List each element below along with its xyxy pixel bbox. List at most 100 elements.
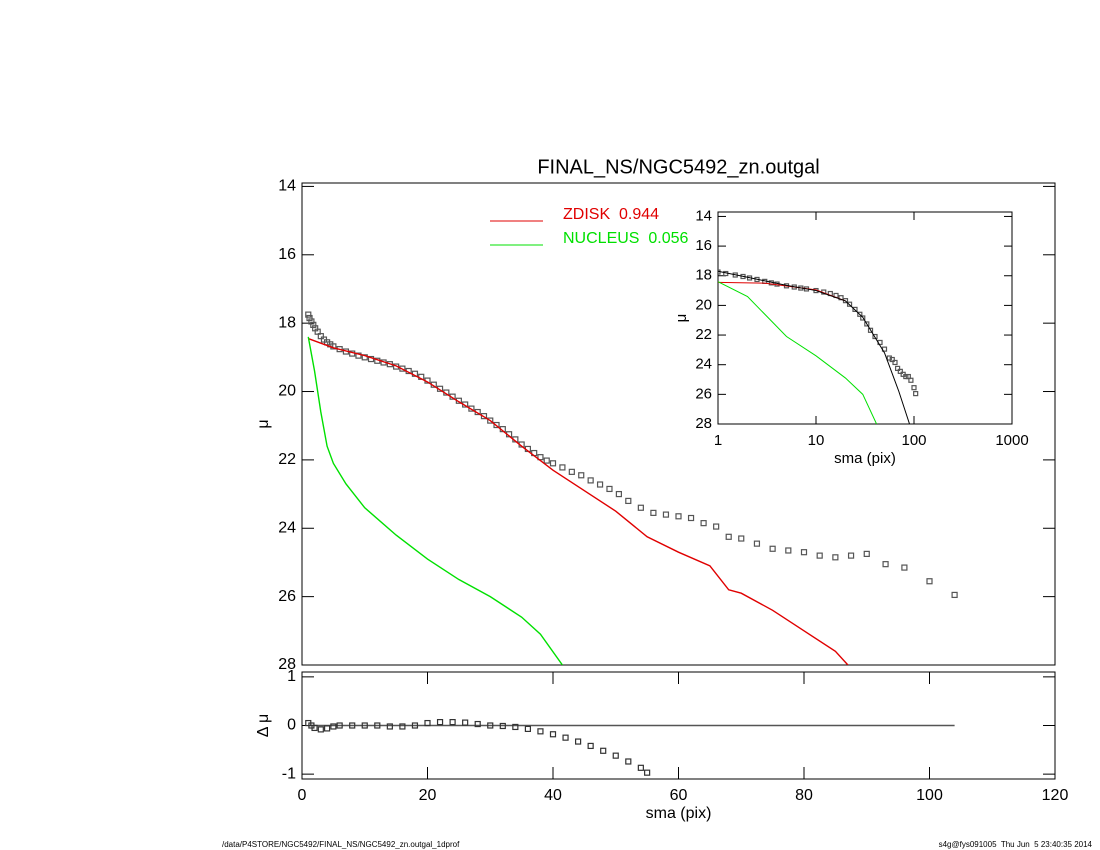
data-point: [860, 315, 866, 321]
x-axis-label: sma (pix): [646, 805, 712, 822]
data-point: [559, 464, 566, 471]
y-tick-label: 18: [695, 267, 712, 284]
data-point: [894, 365, 901, 372]
legend-label: ZDISK 0.944: [563, 206, 659, 223]
data-point: [349, 722, 356, 729]
data-point: [424, 719, 431, 727]
data-point: [487, 722, 494, 729]
data-point: [306, 314, 313, 322]
data-point: [474, 720, 481, 728]
data-point: [308, 318, 315, 325]
data-point: [675, 513, 682, 520]
data-point: [892, 359, 898, 366]
data-point: [816, 552, 823, 559]
data-point: [436, 718, 444, 726]
y-tick-label: 24: [278, 519, 296, 536]
x-tick-label: 120: [1042, 787, 1069, 804]
x-tick-label: 10: [808, 432, 825, 449]
data-point: [310, 321, 317, 328]
data-point: [499, 722, 506, 730]
data-point: [311, 724, 318, 732]
data-point: [832, 554, 839, 561]
y-tick-label: 14: [278, 178, 296, 195]
x-axis-label: sma (pix): [834, 450, 896, 467]
data-point: [305, 311, 312, 318]
data-point: [625, 497, 632, 505]
data-point: [543, 457, 550, 464]
data-point: [537, 728, 544, 735]
data-point: [386, 723, 393, 730]
data-point: [863, 550, 870, 558]
x-tick-label: 100: [916, 787, 943, 804]
data-point: [600, 747, 607, 754]
model-line: [308, 337, 849, 665]
data-point: [926, 578, 933, 585]
data-point: [852, 306, 858, 313]
y-tick-label: 18: [278, 314, 296, 331]
data-point: [399, 365, 406, 372]
data-point: [606, 485, 613, 493]
x-tick-label: 80: [795, 787, 813, 804]
data-point: [324, 725, 331, 732]
data-point: [738, 535, 745, 542]
data-point: [524, 725, 532, 733]
data-point: [687, 514, 695, 522]
footer-path: /data/P4STORE/NGC5492/FINAL_NS/NGC5492_z…: [222, 840, 460, 849]
data-point: [336, 722, 343, 729]
y-tick-label: 20: [278, 383, 296, 400]
model-line: [718, 281, 878, 424]
data-point: [468, 405, 475, 412]
data-point: [700, 520, 707, 527]
y-tick-label: 1: [287, 668, 296, 685]
model-line: [718, 270, 910, 424]
data-point: [317, 726, 324, 733]
legend-label: NUCLEUS 0.056: [563, 230, 688, 247]
data-point: [549, 731, 557, 738]
data-point: [913, 391, 919, 397]
data-point: [317, 333, 324, 340]
x-tick-label: 100: [901, 432, 926, 449]
data-layer: [305, 311, 958, 665]
data-point: [361, 722, 368, 729]
y-tick-label: 16: [695, 237, 712, 254]
data-point: [399, 723, 406, 730]
x-tick-label: 1: [714, 432, 722, 449]
data-point: [911, 385, 917, 391]
data-point: [612, 752, 619, 759]
y-tick-label: 0: [287, 717, 296, 734]
data-point: [867, 327, 874, 333]
data-point: [847, 552, 855, 559]
data-point: [908, 377, 914, 383]
y-axis-label: μ: [673, 314, 690, 323]
y-tick-label: 22: [278, 451, 296, 468]
data-point: [480, 413, 488, 420]
data-point: [800, 549, 808, 556]
y-tick-label: 14: [695, 207, 712, 224]
y-tick-label: 26: [695, 385, 712, 402]
panel: 14 16 18 20 22 24 26 281 10 100 1000 sma (pix) μ: [673, 207, 1029, 467]
data-layer: [718, 269, 919, 424]
data-point: [857, 311, 863, 317]
x-tick-label: 0: [298, 787, 307, 804]
data-point: [596, 481, 604, 488]
y-tick-label: 28: [278, 656, 296, 673]
data-point: [637, 504, 644, 511]
data-point: [374, 722, 381, 729]
data-point: [889, 356, 895, 363]
data-point: [330, 723, 337, 730]
data-point: [615, 490, 622, 498]
data-point: [897, 368, 903, 374]
y-tick-label: 20: [695, 296, 712, 313]
data-point: [562, 734, 569, 741]
data-point: [625, 758, 632, 765]
y-axis-label: Δ μ: [255, 714, 272, 737]
y-tick-label: 22: [695, 326, 712, 343]
x-tick-label: 60: [670, 787, 688, 804]
y-tick-label: 26: [278, 588, 296, 605]
y-tick-label: 16: [278, 246, 296, 263]
y-axis-label: μ: [255, 419, 272, 428]
data-point: [487, 417, 494, 424]
data-point: [512, 723, 519, 731]
